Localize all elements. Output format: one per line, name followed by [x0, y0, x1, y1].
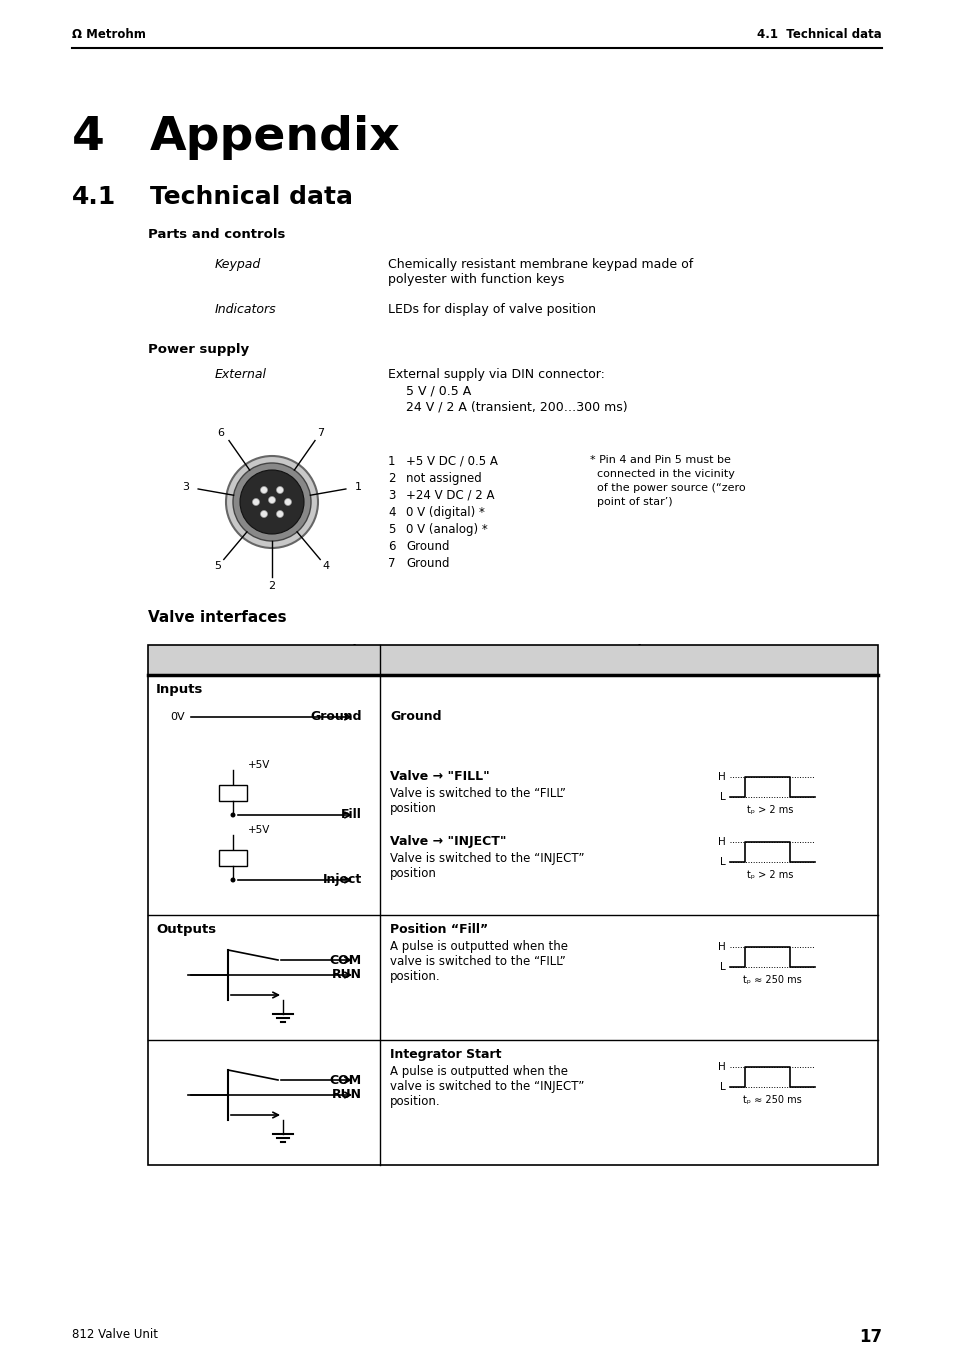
Text: H: H: [718, 838, 725, 847]
Text: L: L: [720, 962, 725, 971]
Text: Integrator Start: Integrator Start: [390, 1048, 501, 1061]
Text: 1: 1: [388, 455, 395, 467]
Text: External supply via DIN connector:: External supply via DIN connector:: [388, 367, 604, 381]
Text: Valve is switched to the “INJECT”
position: Valve is switched to the “INJECT” positi…: [390, 852, 584, 880]
Text: 0 V (analog) *: 0 V (analog) *: [406, 523, 487, 536]
Text: Connection: Connection: [294, 644, 374, 658]
Circle shape: [233, 463, 311, 540]
Bar: [148, 644, 877, 676]
Text: A pulse is outputted when the
valve is switched to the “FILL”
position.: A pulse is outputted when the valve is s…: [390, 940, 567, 984]
Text: point of star’): point of star’): [589, 497, 672, 507]
Circle shape: [276, 486, 283, 493]
Text: tₚ > 2 ms: tₚ > 2 ms: [746, 805, 793, 815]
Text: 4: 4: [388, 507, 395, 519]
Text: tₚ ≈ 250 ms: tₚ ≈ 250 ms: [742, 1096, 801, 1105]
Text: Position “Fill”: Position “Fill”: [390, 923, 488, 936]
Text: Chemically resistant membrane keypad made of
polyester with function keys: Chemically resistant membrane keypad mad…: [388, 258, 693, 286]
Text: Valve → "INJECT": Valve → "INJECT": [390, 835, 506, 848]
Circle shape: [231, 878, 235, 882]
Text: +5V: +5V: [248, 761, 270, 770]
Text: of the power source (“zero: of the power source (“zero: [589, 484, 745, 493]
Text: 4.1  Technical data: 4.1 Technical data: [757, 28, 882, 42]
Text: Fill: Fill: [341, 808, 361, 821]
Text: 17: 17: [858, 1328, 882, 1346]
Circle shape: [260, 511, 267, 517]
Circle shape: [231, 812, 235, 817]
Text: 10kΩ: 10kΩ: [221, 854, 244, 862]
Text: 2: 2: [388, 471, 395, 485]
Circle shape: [276, 511, 283, 517]
Text: 1: 1: [355, 482, 361, 492]
Text: L: L: [720, 1082, 725, 1092]
Text: Ground: Ground: [310, 711, 361, 724]
Text: * Pin 4 and Pin 5 must be: * Pin 4 and Pin 5 must be: [589, 455, 730, 465]
Text: Indicators: Indicators: [214, 303, 276, 316]
Text: Inject: Inject: [322, 874, 361, 886]
Text: Outputs: Outputs: [156, 923, 216, 936]
Text: 812 Valve Unit: 812 Valve Unit: [71, 1328, 158, 1342]
Text: 6: 6: [388, 540, 395, 553]
Text: Ground: Ground: [390, 711, 441, 724]
Text: Inputs: Inputs: [156, 684, 203, 696]
Text: Ground: Ground: [406, 557, 449, 570]
Text: 10kΩ: 10kΩ: [221, 789, 244, 797]
Text: L: L: [720, 792, 725, 802]
Text: L: L: [720, 857, 725, 867]
Text: 3: 3: [388, 489, 395, 503]
Text: Valve is switched to the “FILL”
position: Valve is switched to the “FILL” position: [390, 788, 565, 815]
Text: 7: 7: [388, 557, 395, 570]
Text: 4: 4: [322, 562, 329, 571]
Text: COM: COM: [330, 954, 361, 966]
Text: Valve interfaces: Valve interfaces: [148, 611, 286, 626]
Text: 0V: 0V: [170, 712, 185, 721]
Text: Function: Function: [598, 644, 659, 658]
Text: Keypad: Keypad: [214, 258, 261, 272]
Text: 5: 5: [388, 523, 395, 536]
Text: 6: 6: [216, 428, 224, 438]
Text: tₚ > 2 ms: tₚ > 2 ms: [746, 870, 793, 880]
Text: 7: 7: [316, 428, 323, 438]
Text: H: H: [718, 1062, 725, 1071]
Text: 24 V / 2 A (transient, 200…300 ms): 24 V / 2 A (transient, 200…300 ms): [406, 400, 627, 413]
Text: +24 V DC / 2 A: +24 V DC / 2 A: [406, 489, 494, 503]
Text: Appendix: Appendix: [150, 115, 400, 159]
Text: not assigned: not assigned: [406, 471, 481, 485]
Text: Ground: Ground: [406, 540, 449, 553]
Text: H: H: [718, 771, 725, 782]
Text: Valve → "FILL": Valve → "FILL": [390, 770, 489, 784]
Text: A pulse is outputted when the
valve is switched to the “INJECT”
position.: A pulse is outputted when the valve is s…: [390, 1065, 584, 1108]
Circle shape: [260, 486, 267, 493]
Text: LEDs for display of valve position: LEDs for display of valve position: [388, 303, 596, 316]
Bar: [148, 644, 877, 1165]
Text: RUN: RUN: [332, 969, 361, 981]
Text: Power supply: Power supply: [148, 343, 249, 357]
Text: connected in the vicinity: connected in the vicinity: [589, 469, 734, 480]
Text: 5: 5: [214, 562, 221, 571]
Text: External: External: [214, 367, 267, 381]
Circle shape: [268, 497, 275, 504]
Text: COM: COM: [330, 1074, 361, 1086]
Circle shape: [226, 457, 317, 549]
Text: tₚ ≈ 250 ms: tₚ ≈ 250 ms: [742, 975, 801, 985]
Text: +5 V DC / 0.5 A: +5 V DC / 0.5 A: [406, 455, 497, 467]
Text: RUN: RUN: [332, 1089, 361, 1101]
Text: 3: 3: [182, 482, 189, 492]
Text: 4: 4: [71, 115, 105, 159]
Text: H: H: [718, 942, 725, 952]
Text: 0 V (digital) *: 0 V (digital) *: [406, 507, 484, 519]
Bar: [219, 785, 247, 801]
Text: 5 V / 0.5 A: 5 V / 0.5 A: [406, 384, 471, 397]
Text: Parts and controls: Parts and controls: [148, 228, 285, 240]
Text: Ω Metrohm: Ω Metrohm: [71, 28, 146, 42]
Bar: [219, 850, 247, 866]
Circle shape: [240, 470, 304, 534]
Text: 2: 2: [268, 581, 275, 590]
Text: 4.1: 4.1: [71, 185, 116, 209]
Circle shape: [284, 499, 292, 505]
Text: +5V: +5V: [248, 825, 270, 835]
Circle shape: [253, 499, 259, 505]
Text: Technical data: Technical data: [150, 185, 353, 209]
